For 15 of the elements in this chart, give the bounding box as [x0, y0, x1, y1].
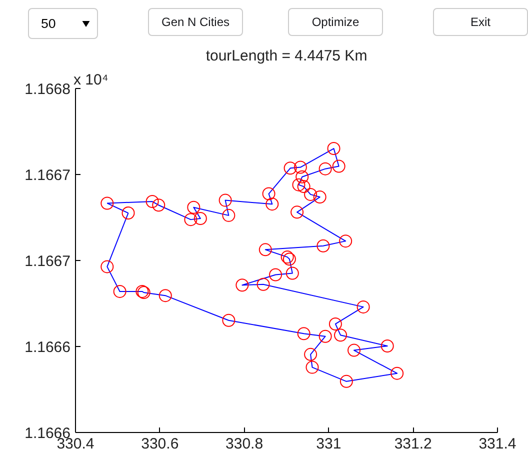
annotation: x 10⁴ [74, 72, 108, 88]
y-tick-label: 1.1668 [24, 81, 71, 98]
x-tick-label: 330.6 [141, 436, 179, 452]
y-tick-label: 1.1666 [24, 339, 71, 356]
text: 50 [28, 8, 98, 40]
x-tick-label: 331.2 [394, 436, 432, 452]
x-tick-label: 330.8 [226, 436, 264, 452]
text: Exit [433, 8, 528, 36]
text: Gen N Cities [148, 8, 243, 36]
y-tick-label: 1.1667 [24, 253, 71, 270]
chart-title: tourLength = 4.4475 Km [206, 48, 368, 64]
text: Optimize [288, 8, 383, 36]
x-tick-label: 331 [316, 436, 342, 452]
x-tick-label: 331.4 [478, 436, 516, 452]
y-tick-label: 1.1667 [24, 167, 71, 184]
